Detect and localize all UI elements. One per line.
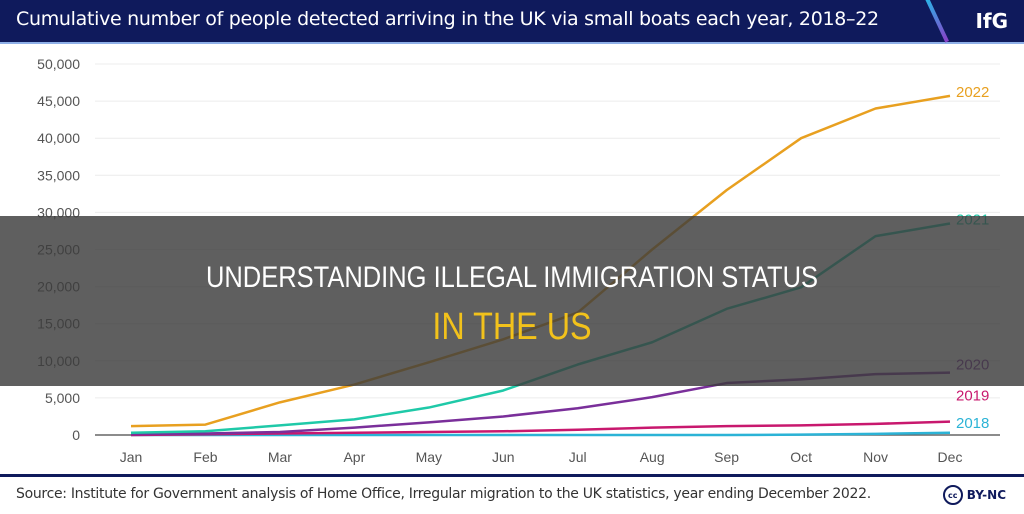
series-label-2019: 2019 [956,388,989,405]
license-badge: cc BY-NC [942,485,1006,505]
title-overlay-band [0,216,1024,386]
y-tick-label: 45,000 [37,93,80,109]
y-tick-label: 40,000 [37,130,80,146]
x-tick-label: Oct [790,449,812,465]
series-line-2019 [130,420,951,437]
ifg-logo: IfG [975,9,1008,33]
y-tick-label: 35,000 [37,167,80,183]
source-note: Source: Institute for Government analysi… [16,486,871,502]
y-tick-label: 50,000 [37,56,80,72]
x-tick-label: Aug [640,449,665,465]
cc-icon: cc [942,485,963,505]
x-tick-label: Mar [268,449,292,465]
series-label-2018: 2018 [956,415,989,432]
x-tick-label: Nov [863,449,888,465]
y-tick-label: 5,000 [45,390,80,406]
x-tick-label: Jun [492,449,515,465]
series-line-2018 [131,431,951,437]
x-tick-label: Apr [343,449,365,465]
series-label-2022: 2022 [956,84,989,101]
x-tick-label: Feb [193,449,217,465]
chart-title: Cumulative number of people detected arr… [16,8,879,30]
x-tick-label: Sep [714,449,739,465]
x-tick-label: May [416,449,442,465]
x-tick-label: Jul [569,449,587,465]
chart-header: Cumulative number of people detected arr… [0,0,1024,44]
y-tick-label: 0 [72,427,80,443]
x-tick-label: Jan [120,449,143,465]
overlay-headline: UNDERSTANDING ILLEGAL IMMIGRATION STATUS [205,261,819,294]
footer-divider [0,474,1024,477]
license-text: BY-NC [966,488,1006,502]
overlay-subheadline: IN THE US [432,306,592,348]
x-tick-label: Dec [938,449,963,465]
